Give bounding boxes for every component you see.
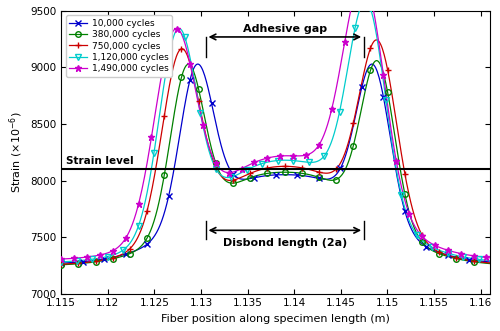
Text: Adhesive gap: Adhesive gap — [243, 24, 327, 34]
Text: Strain level: Strain level — [66, 157, 134, 166]
X-axis label: Fiber position along specimen length (m): Fiber position along specimen length (m) — [161, 314, 390, 324]
Text: Disbond length (2a): Disbond length (2a) — [222, 238, 347, 248]
Y-axis label: Strain ($\times$10$^{-6}$): Strain ($\times$10$^{-6}$) — [7, 112, 24, 193]
Legend: 10,000 cycles, 380,000 cycles, 750,000 cycles, 1,120,000 cycles, 1,490,000 cycle: 10,000 cycles, 380,000 cycles, 750,000 c… — [66, 16, 172, 77]
